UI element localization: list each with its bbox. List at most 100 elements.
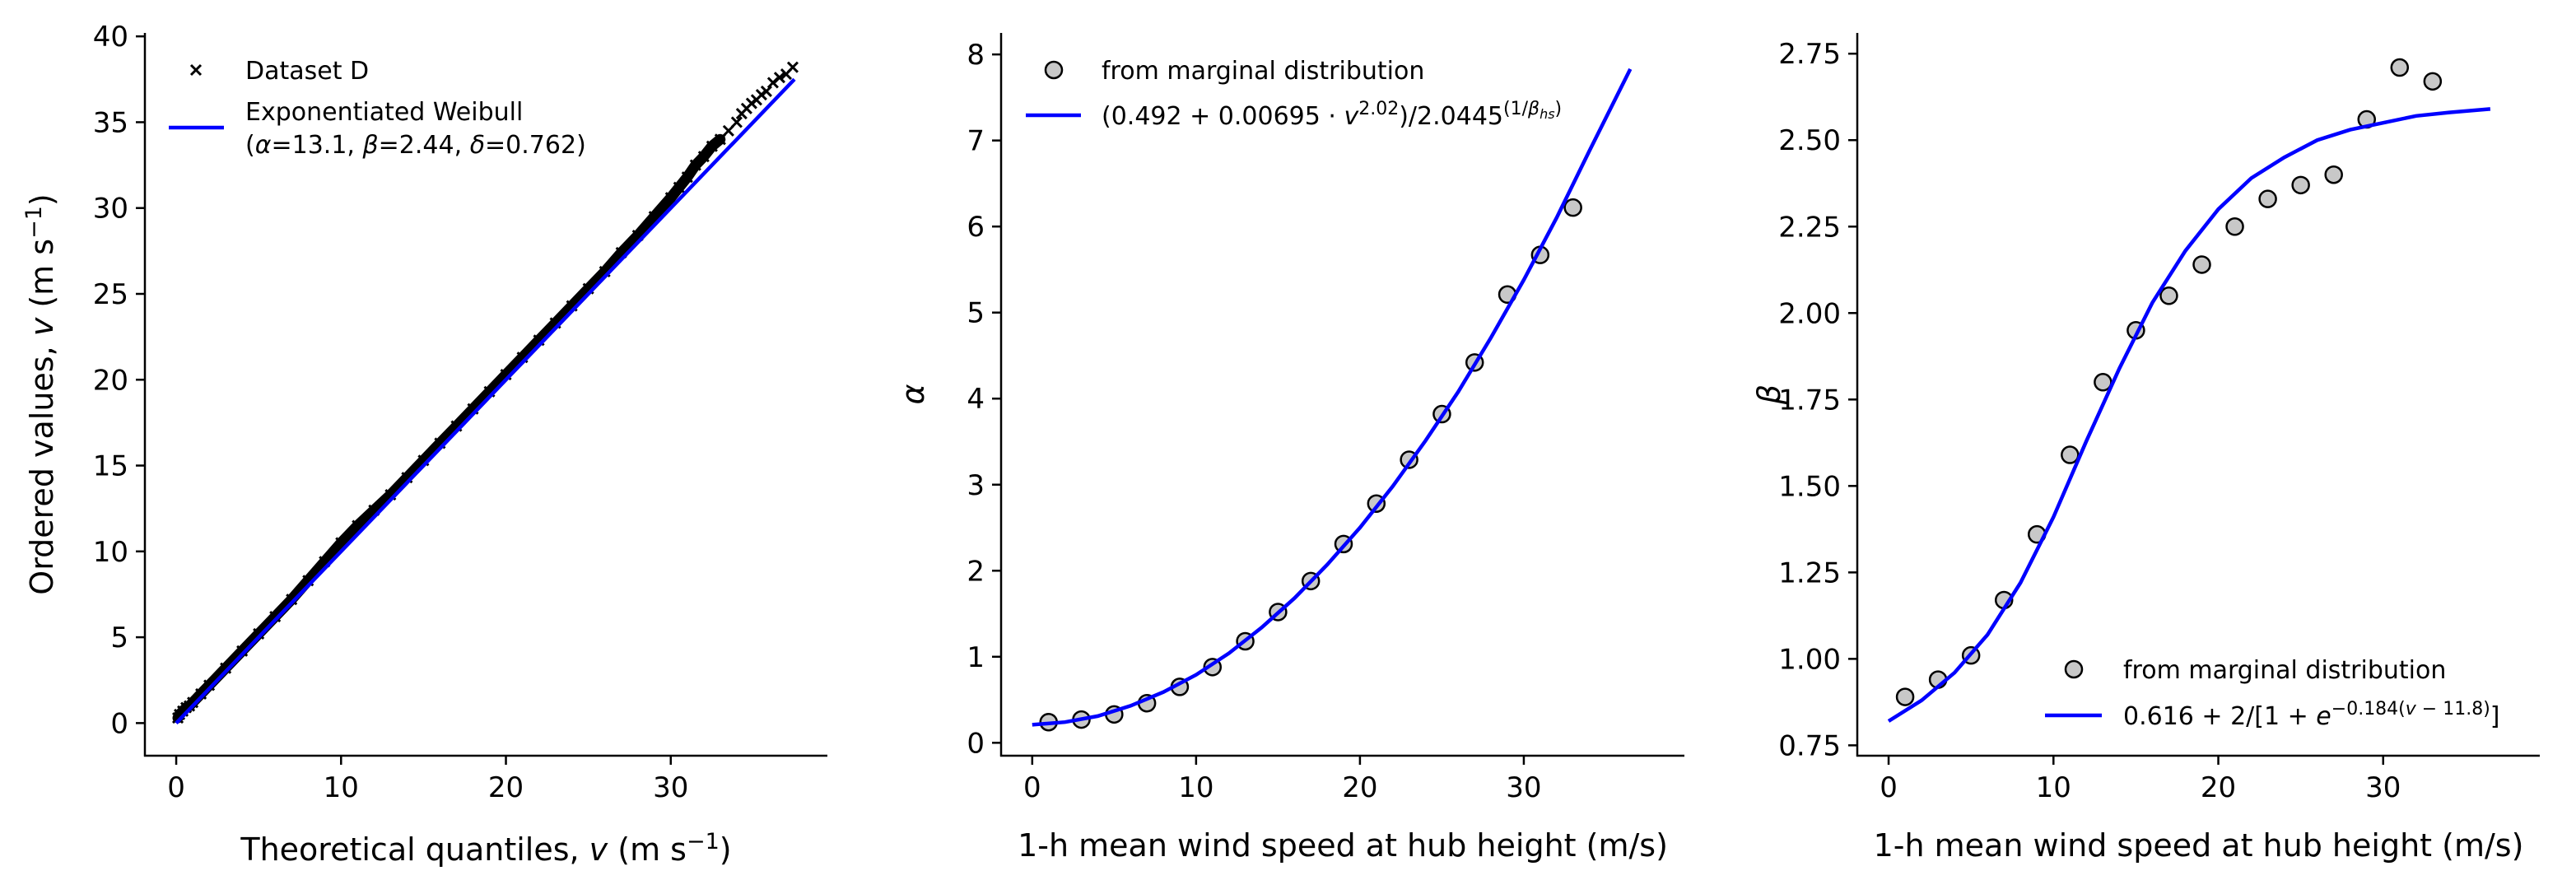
text-run: v — [24, 317, 60, 336]
superscript: − 11.8) — [2416, 699, 2490, 719]
text-run: Theoretical quantiles, — [240, 831, 589, 868]
y-tick-label: 8 — [967, 39, 985, 72]
text-run: (m s — [24, 239, 60, 318]
legend-marker-circle — [1044, 60, 1064, 80]
data-point — [2324, 165, 2343, 184]
text-run: =0.762) — [485, 131, 586, 160]
y-tick-label: 6 — [967, 211, 985, 244]
text-run: v — [589, 831, 608, 868]
superscript: −1 — [21, 206, 47, 239]
y-tick-label: 1.25 — [1778, 556, 1841, 589]
superscript: v — [2406, 699, 2417, 719]
legend: from marginal distribution (0.492 + 0.006… — [1026, 57, 1562, 131]
y-tick-label: 2.00 — [1778, 297, 1841, 330]
text-run: ] — [2490, 702, 2500, 731]
data-point — [2423, 72, 2443, 91]
y-tick-label: 4 — [967, 383, 985, 416]
x-tick-label: 0 — [1880, 771, 1898, 804]
series-line-fit — [175, 77, 796, 724]
data-point — [2159, 286, 2178, 305]
legend-label-dataset: Dataset D — [245, 57, 369, 86]
x-tick-label: 10 — [324, 771, 359, 804]
panel-beta-fit: 0 10 20 30 0.75 1.00 1.25 1.50 1.75 2.00 2.25 2.50 2… — [1751, 33, 2540, 864]
y-tick-label: 1.75 — [1778, 384, 1841, 417]
superscript: 2.02 — [1358, 99, 1399, 119]
legend-marker-circle — [2064, 659, 2084, 679]
x-axis-label: 1-h mean wind speed at hub height (m/s) — [1874, 827, 2524, 864]
y-tick-label: 15 — [93, 450, 128, 483]
text-run: (m s — [608, 831, 687, 868]
x-tick-label: 0 — [1023, 771, 1041, 804]
data-point-x — [773, 72, 785, 84]
legend: from marginal distribution 0.616 + 2/[1 +… — [2045, 656, 2500, 731]
legend-marker-x — [189, 63, 203, 77]
y-tick-label: 0.75 — [1778, 729, 1841, 762]
data-point — [2390, 58, 2410, 77]
y-tick-label: 30 — [93, 193, 128, 226]
y-tick-label: 35 — [93, 106, 128, 139]
y-tick-label: 2 — [967, 555, 985, 588]
legend: Dataset D Exponentiated Weibull (α=13.1, β… — [169, 57, 586, 160]
text-run: e — [2316, 702, 2331, 731]
y-tick-label: 1.00 — [1778, 643, 1841, 676]
x-tick-label: 20 — [488, 771, 524, 804]
y-tick-label: 1 — [967, 641, 985, 674]
text-run: ( — [245, 131, 255, 160]
superscript: ) — [1555, 99, 1563, 119]
y-tick-label: 20 — [93, 364, 128, 397]
data-point — [2225, 217, 2244, 236]
superscript: −1 — [687, 829, 720, 854]
y-axis-label: β — [1751, 384, 1787, 405]
legend-label-fit: (0.492 + 0.00695 · v2.02)/2.0445(1/βhs) — [1102, 99, 1562, 131]
data-point — [2061, 445, 2080, 464]
superscript: −0.184( — [2331, 699, 2406, 719]
y-tick-label: 3 — [967, 469, 985, 502]
text-run: Ordered values, — [24, 336, 60, 594]
x-axis-label: 1-h mean wind speed at hub height (m/s) — [1018, 827, 1668, 864]
x-tick-label: 10 — [1178, 771, 1213, 804]
x-tick-label: 30 — [653, 771, 688, 804]
text-run: =13.1, — [272, 131, 363, 160]
data-point-x — [786, 61, 799, 73]
data-point-x — [730, 116, 743, 128]
x-tick-label: 20 — [1342, 771, 1377, 804]
series-line-fit — [1032, 68, 1633, 727]
text-run: v — [1344, 102, 1359, 131]
data-point — [1563, 198, 1582, 217]
text-run: 0.616 + 2/[1 + — [2123, 702, 2316, 731]
text-run: α — [255, 131, 272, 160]
x-tick-label: 30 — [1506, 771, 1541, 804]
y-tick-label: 0 — [967, 727, 985, 760]
data-point — [2258, 189, 2277, 208]
data-point-band — [172, 133, 726, 724]
superscript: β — [1527, 99, 1540, 119]
x-tick-label: 20 — [2201, 771, 2236, 804]
y-tick-label: 2.75 — [1778, 38, 1841, 71]
x-tick-label: 0 — [167, 771, 185, 804]
legend-label-fit: 0.616 + 2/[1 + e−0.184(v − 11.8)] — [2123, 699, 2500, 731]
y-tick-label: 5 — [110, 622, 128, 654]
text-run: =2.44, — [379, 131, 470, 160]
y-tick-label: 10 — [93, 536, 128, 569]
y-tick-label: 25 — [93, 278, 128, 311]
y-tick-label: 5 — [967, 297, 985, 330]
data-point-x — [722, 124, 734, 137]
superscript: (1/ — [1503, 99, 1529, 119]
series-line-fit — [1887, 107, 2491, 723]
legend-label-fit-params: (α=13.1, β=2.44, δ=0.762) — [245, 131, 586, 160]
legend-label-points: from marginal distribution — [1102, 57, 1424, 86]
y-axis-label: Ordered values, v (m s−1) — [21, 193, 60, 594]
subscript: hs — [1540, 106, 1554, 122]
text-run: ) — [24, 193, 60, 206]
x-tick-label: 10 — [2036, 771, 2071, 804]
text-run: δ — [470, 131, 485, 160]
x-tick-label: 30 — [2365, 771, 2401, 804]
y-tick-label: 7 — [967, 125, 985, 158]
y-axis-label: α — [895, 384, 931, 404]
panel-qq-plot: 0 10 20 30 0 5 10 15 20 25 30 35 40 Theoretical quant… — [21, 21, 827, 868]
x-axis-label: Theoretical quantiles, v (m s−1) — [240, 829, 731, 868]
y-tick-label: 2.25 — [1778, 211, 1841, 244]
text-run: (0.492 + 0.00695 · — [1102, 102, 1344, 131]
data-point — [2192, 255, 2211, 274]
